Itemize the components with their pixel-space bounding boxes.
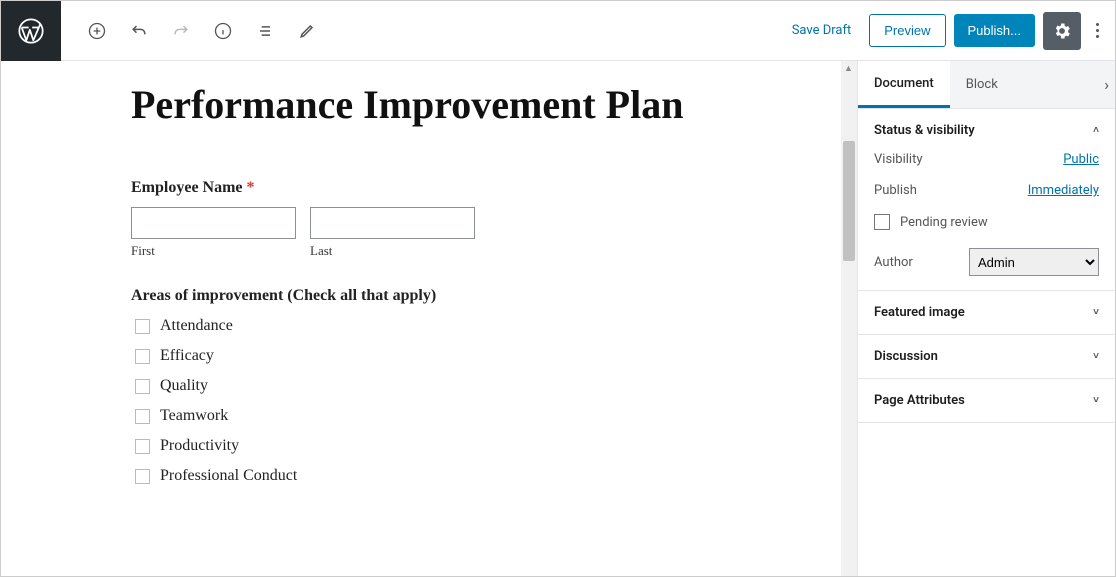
panel-title: Status & visibility [874, 123, 975, 138]
main-wrap: Performance Improvement Plan Employee Na… [1, 61, 1115, 576]
area-label: Quality [160, 377, 208, 395]
save-draft-button[interactable]: Save Draft [782, 15, 862, 46]
list-item[interactable]: Attendance [135, 317, 807, 335]
chevron-down-icon: ˅ [1093, 307, 1099, 318]
list-item[interactable]: Productivity [135, 437, 807, 455]
panel-title: Discussion [874, 349, 938, 364]
visibility-label: Visibility [874, 152, 923, 167]
chevron-up-icon: ˄ [1093, 125, 1099, 136]
required-asterisk: * [247, 179, 255, 196]
sidebar-tabs: Document Block › [858, 61, 1115, 109]
toolbar-right: Save Draft Preview Publish... [782, 12, 1115, 50]
name-row: First Last [131, 207, 807, 259]
editor-canvas[interactable]: Performance Improvement Plan Employee Na… [1, 61, 857, 576]
preview-button[interactable]: Preview [869, 14, 945, 47]
list-item[interactable]: Teamwork [135, 407, 807, 425]
status-visibility-panel: Status & visibility ˄ Visibility Public … [858, 109, 1115, 291]
chevron-right-icon[interactable]: › [1104, 75, 1109, 94]
pending-review-label: Pending review [900, 215, 988, 230]
checkbox-icon[interactable] [135, 319, 150, 334]
panel-head-status[interactable]: Status & visibility ˄ [874, 123, 1099, 138]
author-select[interactable]: Admin [969, 248, 1099, 276]
area-label: Productivity [160, 437, 239, 455]
checkbox-icon[interactable] [874, 214, 890, 230]
last-name-input[interactable] [310, 207, 475, 239]
visibility-value[interactable]: Public [1063, 152, 1099, 167]
area-label: Professional Conduct [160, 467, 297, 485]
checkbox-icon[interactable] [135, 409, 150, 424]
checkbox-icon[interactable] [135, 469, 150, 484]
scrollbar[interactable]: ▲ [841, 61, 857, 576]
chevron-down-icon: ˅ [1093, 395, 1099, 406]
panel-title: Featured image [874, 305, 965, 320]
panel-body-status: Visibility Public Publish Immediately Pe… [874, 152, 1099, 276]
page-attributes-panel[interactable]: Page Attributes ˅ [858, 379, 1115, 423]
scroll-up-icon[interactable]: ▲ [844, 63, 853, 74]
visibility-row: Visibility Public [874, 152, 1099, 167]
tab-block[interactable]: Block [950, 61, 1014, 108]
settings-button[interactable] [1043, 12, 1081, 50]
checkbox-icon[interactable] [135, 349, 150, 364]
last-name-field: Last [310, 207, 475, 259]
more-menu-button[interactable] [1089, 17, 1105, 44]
outline-button[interactable] [247, 13, 283, 49]
publish-label: Publish [874, 183, 917, 198]
employee-name-label-text: Employee Name [131, 179, 243, 196]
first-name-field: First [131, 207, 296, 259]
first-name-input[interactable] [131, 207, 296, 239]
areas-checklist: Attendance Efficacy Quality Teamwork Pro… [131, 317, 807, 485]
list-item[interactable]: Quality [135, 377, 807, 395]
add-block-button[interactable] [79, 13, 115, 49]
tab-document[interactable]: Document [858, 61, 950, 108]
list-item[interactable]: Efficacy [135, 347, 807, 365]
settings-sidebar: Document Block › Status & visibility ˄ V… [857, 61, 1115, 576]
author-row: Author Admin [874, 248, 1099, 276]
author-label: Author [874, 255, 913, 270]
list-item[interactable]: Professional Conduct [135, 467, 807, 485]
area-label: Efficacy [160, 347, 214, 365]
first-sublabel: First [131, 243, 296, 259]
panel-title: Page Attributes [874, 393, 965, 408]
area-label: Attendance [160, 317, 233, 335]
post-title[interactable]: Performance Improvement Plan [131, 81, 751, 129]
publish-row: Publish Immediately [874, 183, 1099, 198]
employee-name-label: Employee Name * [131, 179, 807, 197]
publish-value[interactable]: Immediately [1028, 183, 1099, 198]
toolbar-left [61, 13, 325, 49]
checkbox-icon[interactable] [135, 379, 150, 394]
chevron-down-icon: ˅ [1093, 351, 1099, 362]
area-label: Teamwork [160, 407, 228, 425]
info-button[interactable] [205, 13, 241, 49]
wordpress-logo[interactable] [1, 1, 61, 61]
scroll-thumb[interactable] [843, 141, 855, 261]
undo-button[interactable] [121, 13, 157, 49]
areas-label: Areas of improvement (Check all that app… [131, 287, 807, 305]
publish-button[interactable]: Publish... [954, 14, 1035, 47]
redo-button[interactable] [163, 13, 199, 49]
pending-review-row[interactable]: Pending review [874, 214, 1099, 230]
editor-topbar: Save Draft Preview Publish... [1, 1, 1115, 61]
checkbox-icon[interactable] [135, 439, 150, 454]
last-sublabel: Last [310, 243, 475, 259]
discussion-panel[interactable]: Discussion ˅ [858, 335, 1115, 379]
featured-image-panel[interactable]: Featured image ˅ [858, 291, 1115, 335]
edit-button[interactable] [289, 13, 325, 49]
